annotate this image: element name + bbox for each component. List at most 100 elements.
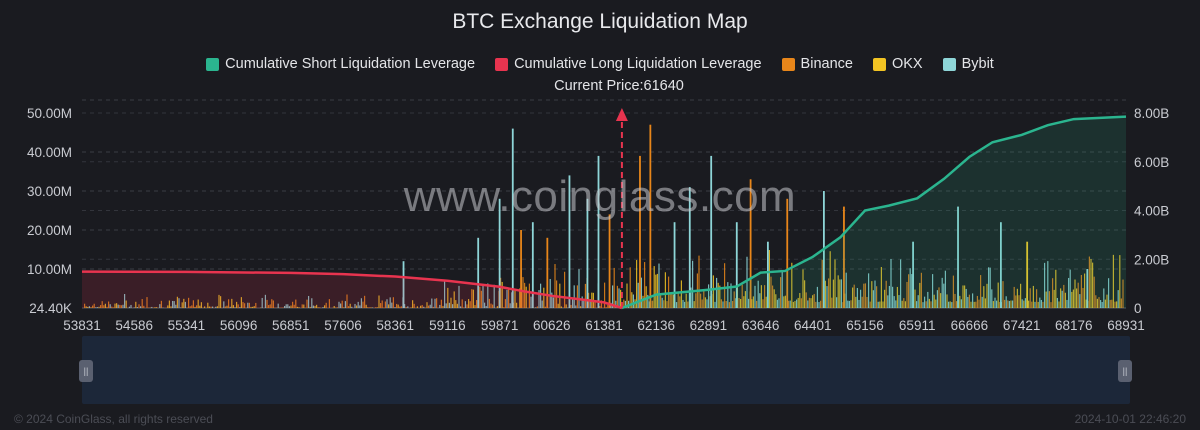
zoom-slider-track[interactable] xyxy=(82,336,1130,404)
liquidation-bar xyxy=(271,299,273,308)
legend-item-short[interactable]: Cumulative Short Liquidation Leverage xyxy=(206,56,475,72)
liquidation-bar xyxy=(983,286,985,308)
liquidation-bar xyxy=(752,296,754,308)
liquidation-bar xyxy=(301,304,303,308)
liquidation-bar xyxy=(730,283,732,308)
liquidation-bar xyxy=(317,307,319,308)
liquidation-bar xyxy=(376,307,378,308)
liquidation-bar xyxy=(368,307,370,308)
liquidation-bar xyxy=(1090,258,1092,308)
liquidation-bar xyxy=(615,300,617,308)
liquidation-bar xyxy=(1024,298,1026,308)
liquidation-bar xyxy=(1028,300,1030,308)
liquidation-bar xyxy=(664,272,666,308)
liquidation-spike-bar xyxy=(546,237,549,308)
liquidation-bar xyxy=(472,289,474,308)
liquidation-bar xyxy=(570,304,572,308)
liquidation-bar xyxy=(119,304,121,308)
liquidation-bar xyxy=(125,300,127,308)
liquidation-bar xyxy=(228,299,230,308)
liquidation-spike-bar xyxy=(957,206,959,308)
liquidation-bar xyxy=(578,269,580,308)
liquidation-bar xyxy=(349,303,351,308)
liquidation-bar xyxy=(935,299,937,308)
liquidation-bar xyxy=(367,307,369,308)
liquidation-bar xyxy=(488,298,490,308)
liquidation-bar xyxy=(604,282,606,308)
liquidation-bar xyxy=(658,263,660,308)
liquidation-bar xyxy=(1063,284,1065,308)
x-tick-label: 56851 xyxy=(272,318,310,333)
liquidation-bar xyxy=(916,301,918,308)
liquidation-bar xyxy=(549,278,551,308)
y-left-tick-label: 50.00M xyxy=(27,106,72,121)
liquidation-bar xyxy=(487,283,489,308)
liquidation-bar xyxy=(231,298,233,308)
liquidation-bar xyxy=(397,304,399,308)
liquidation-bar xyxy=(242,302,244,308)
liquidation-bar xyxy=(573,285,575,308)
liquidation-bar xyxy=(1042,301,1044,308)
liquidation-bar xyxy=(1045,291,1047,308)
liquidation-bar xyxy=(439,304,441,308)
liquidation-bar xyxy=(354,303,356,308)
liquidation-bar xyxy=(240,297,242,308)
liquidation-bar xyxy=(122,304,124,308)
liquidation-bar xyxy=(984,298,986,308)
liquidation-bar xyxy=(215,306,217,308)
liquidation-bar xyxy=(476,300,478,308)
liquidation-bar xyxy=(842,302,844,308)
liquidation-spike-bar xyxy=(477,237,480,308)
liquidation-bar xyxy=(909,268,911,308)
legend-item-binance[interactable]: Binance xyxy=(781,56,853,72)
liquidation-bar xyxy=(247,302,249,308)
liquidation-bar xyxy=(876,286,878,308)
liquidation-bar xyxy=(703,290,705,308)
liquidation-bar xyxy=(447,287,449,308)
liquidation-bar xyxy=(541,300,543,308)
liquidation-bar xyxy=(112,307,114,308)
liquidation-bar xyxy=(360,298,362,308)
liquidation-bar xyxy=(114,303,116,308)
legend-item-long[interactable]: Cumulative Long Liquidation Leverage xyxy=(495,56,762,72)
liquidation-bar xyxy=(1039,297,1041,308)
legend-item-okx[interactable]: OKX xyxy=(872,56,923,72)
legend-swatch-short xyxy=(206,57,220,71)
liquidation-bar xyxy=(501,281,503,308)
liquidation-bar xyxy=(856,287,858,308)
liquidation-bar xyxy=(480,290,482,308)
liquidation-bar xyxy=(720,299,722,308)
liquidation-bar xyxy=(296,306,298,308)
liquidation-bar xyxy=(309,306,311,308)
liquidation-bar xyxy=(640,277,642,308)
liquidation-spike-bar xyxy=(710,155,713,308)
liquidation-bar xyxy=(599,305,601,308)
liquidation-bar xyxy=(751,299,753,308)
legend-label-okx: OKX xyxy=(891,56,923,72)
liquidation-bar xyxy=(255,302,257,308)
liquidation-bar xyxy=(1056,297,1058,308)
zoom-right-handle[interactable]: || xyxy=(1118,360,1132,382)
liquidation-bar xyxy=(1085,299,1087,308)
liquidation-bar xyxy=(184,301,186,308)
legend-item-bybit[interactable]: Bybit xyxy=(942,56,994,72)
liquidation-bar xyxy=(277,303,279,308)
liquidation-bar xyxy=(794,300,796,308)
liquidation-bar xyxy=(914,289,916,308)
liquidation-bar xyxy=(1012,300,1014,308)
liquidation-bar xyxy=(632,294,634,308)
liquidation-bar xyxy=(344,301,346,308)
liquidation-bar xyxy=(293,304,295,308)
liquidation-bar xyxy=(951,302,953,308)
chart-title: BTC Exchange Liquidation Map xyxy=(452,10,748,33)
zoom-left-handle[interactable]: || xyxy=(79,360,93,382)
liquidation-bar xyxy=(623,299,625,308)
liquidation-bar xyxy=(797,297,799,308)
liquidation-bar xyxy=(775,294,777,308)
liquidation-bar xyxy=(316,304,318,308)
liquidation-bar xyxy=(832,279,834,308)
liquidation-spike-bar xyxy=(912,241,914,308)
liquidation-bar xyxy=(802,269,804,308)
liquidation-bar xyxy=(522,277,524,308)
x-tick-label: 68176 xyxy=(1055,318,1093,333)
